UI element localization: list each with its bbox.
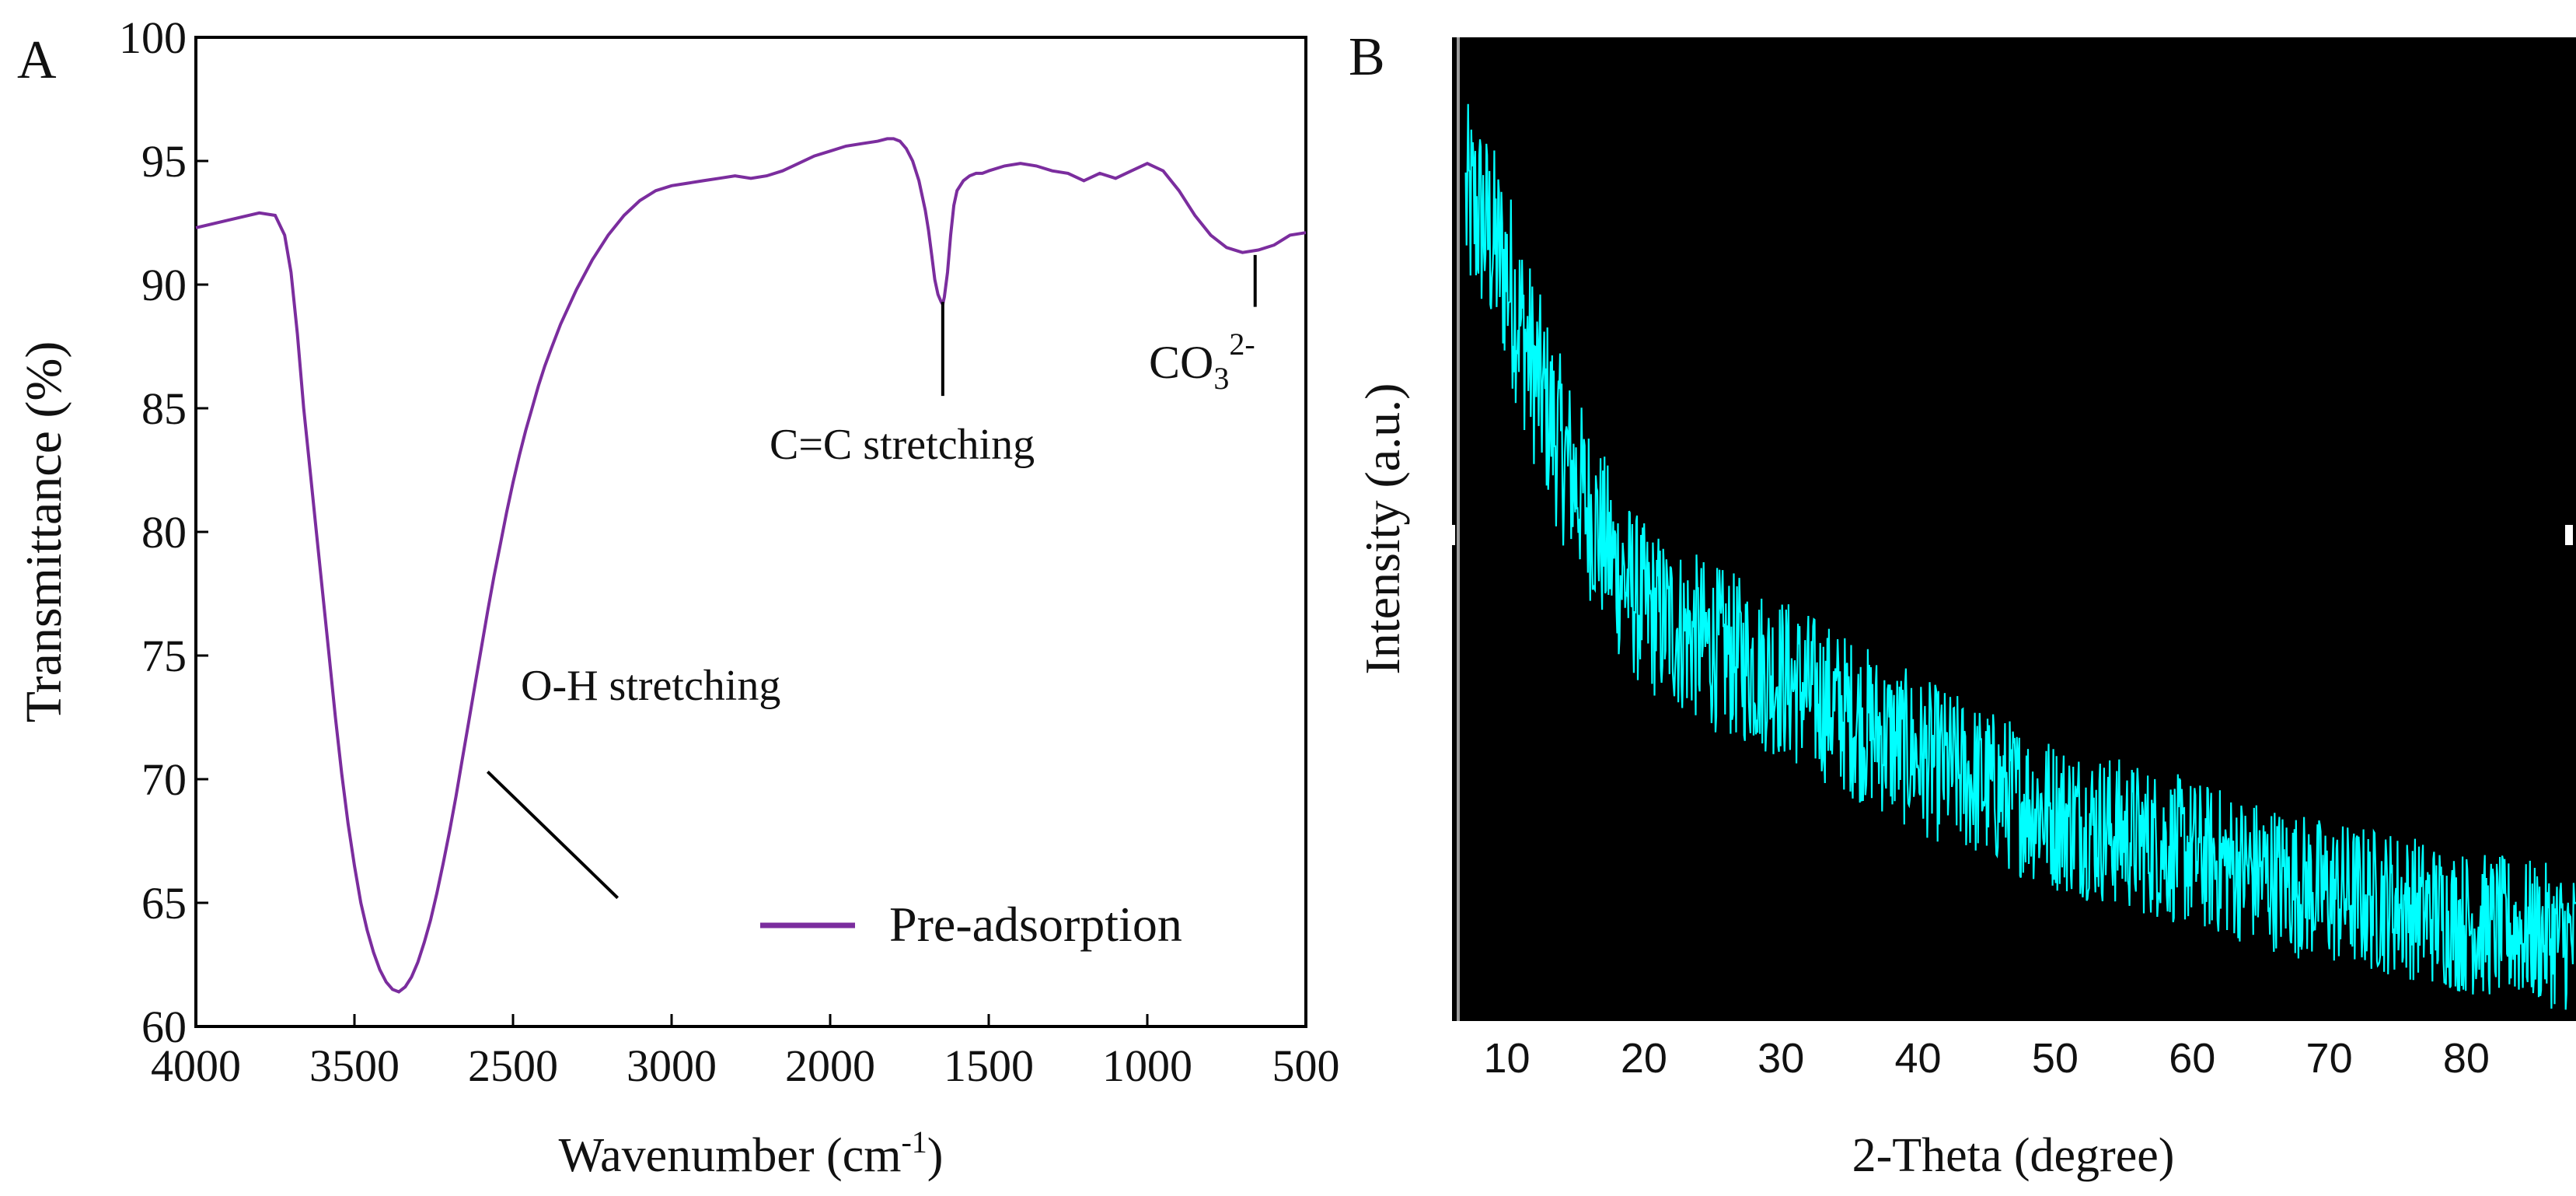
x-tick-label: 1500 — [944, 1040, 1034, 1091]
x-tick-label: 30 — [1757, 1035, 1804, 1082]
panel-b-x-axis-label: 2-Theta (degree) — [1852, 1129, 2175, 1182]
x-label-superscript: -1 — [901, 1124, 927, 1159]
x-tick-label: 70 — [2306, 1035, 2353, 1082]
panel-b-x-axis: 10 20 30 40 50 60 70 80 — [1483, 1035, 2489, 1082]
y-tick-label: 70 — [141, 754, 187, 805]
series-line-pre-adsorption — [195, 137, 1307, 994]
panel-a-y-axis-label: Transmittance (%) — [16, 341, 72, 723]
y-tick-label: 75 — [141, 631, 187, 681]
x-tick-label: 4000 — [151, 1040, 241, 1091]
panel-label-b: B — [1349, 27, 1385, 87]
panel-label-a: A — [17, 30, 57, 90]
y-tick-label: 85 — [141, 383, 187, 434]
panel-a-x-axis: 4000 3500 2500 3000 2000 1500 1000 500 — [151, 1014, 1340, 1091]
panel-a-plot-frame — [194, 36, 1307, 1028]
x-tick-label: 10 — [1483, 1035, 1530, 1082]
panel-a-legend: Pre-adsorption — [760, 897, 1182, 952]
panel-a-y-axis: 60 65 70 75 80 85 90 95 100 — [119, 12, 208, 1052]
x-tick-label: 40 — [1895, 1035, 1942, 1082]
oh-annotation-label: O-H stretching — [521, 662, 780, 710]
co3-subscript: 3 — [1213, 361, 1229, 396]
y-tick-label: 100 — [119, 12, 187, 63]
x-tick-label: 3000 — [627, 1040, 717, 1091]
panel-b-plot-background — [1452, 37, 2576, 1021]
x-tick-label: 3500 — [309, 1040, 400, 1091]
x-label-close-paren: ) — [927, 1129, 944, 1182]
y-tick-label: 65 — [141, 878, 187, 928]
y-tick-label: 95 — [141, 136, 187, 187]
y-tick-label: 80 — [141, 507, 187, 558]
x-tick-label: 80 — [2443, 1035, 2490, 1082]
x-tick-label: 500 — [1272, 1040, 1340, 1091]
co3-annotation-label: CO32- — [1149, 327, 1255, 396]
series-line-xrd-pattern — [1464, 103, 2576, 1010]
x-tick-label: 50 — [2032, 1035, 2079, 1082]
x-tick-label: 1000 — [1102, 1040, 1192, 1091]
x-tick-label: 2500 — [468, 1040, 558, 1091]
co3-superscript: 2- — [1229, 327, 1255, 362]
oh-annotation-leader — [486, 771, 620, 900]
panel-b-left-marker — [1447, 525, 1455, 545]
co3-base: CO — [1149, 337, 1213, 388]
x-tick-label: 60 — [2169, 1035, 2215, 1082]
panel-a-x-axis-label: Wavenumber (cm-1) — [559, 1124, 944, 1182]
panel-b-y-axis-label: Intensity (a.u.) — [1355, 383, 1410, 675]
panel-b-right-marker — [2565, 525, 2573, 545]
x-tick-label: 2000 — [785, 1040, 875, 1091]
y-tick-label: 90 — [141, 260, 187, 310]
x-tick-label: 20 — [1621, 1035, 1667, 1082]
y-tick-label: 60 — [141, 1002, 187, 1052]
legend-label-pre-adsorption: Pre-adsorption — [889, 897, 1182, 952]
panel-b: B 10 20 30 40 50 60 70 80 Intensity (a.u.) 2-Th… — [1349, 27, 2576, 1182]
cc-annotation-label: C=C stretching — [770, 421, 1035, 469]
x-label-main: Wavenumber (cm — [559, 1129, 902, 1182]
